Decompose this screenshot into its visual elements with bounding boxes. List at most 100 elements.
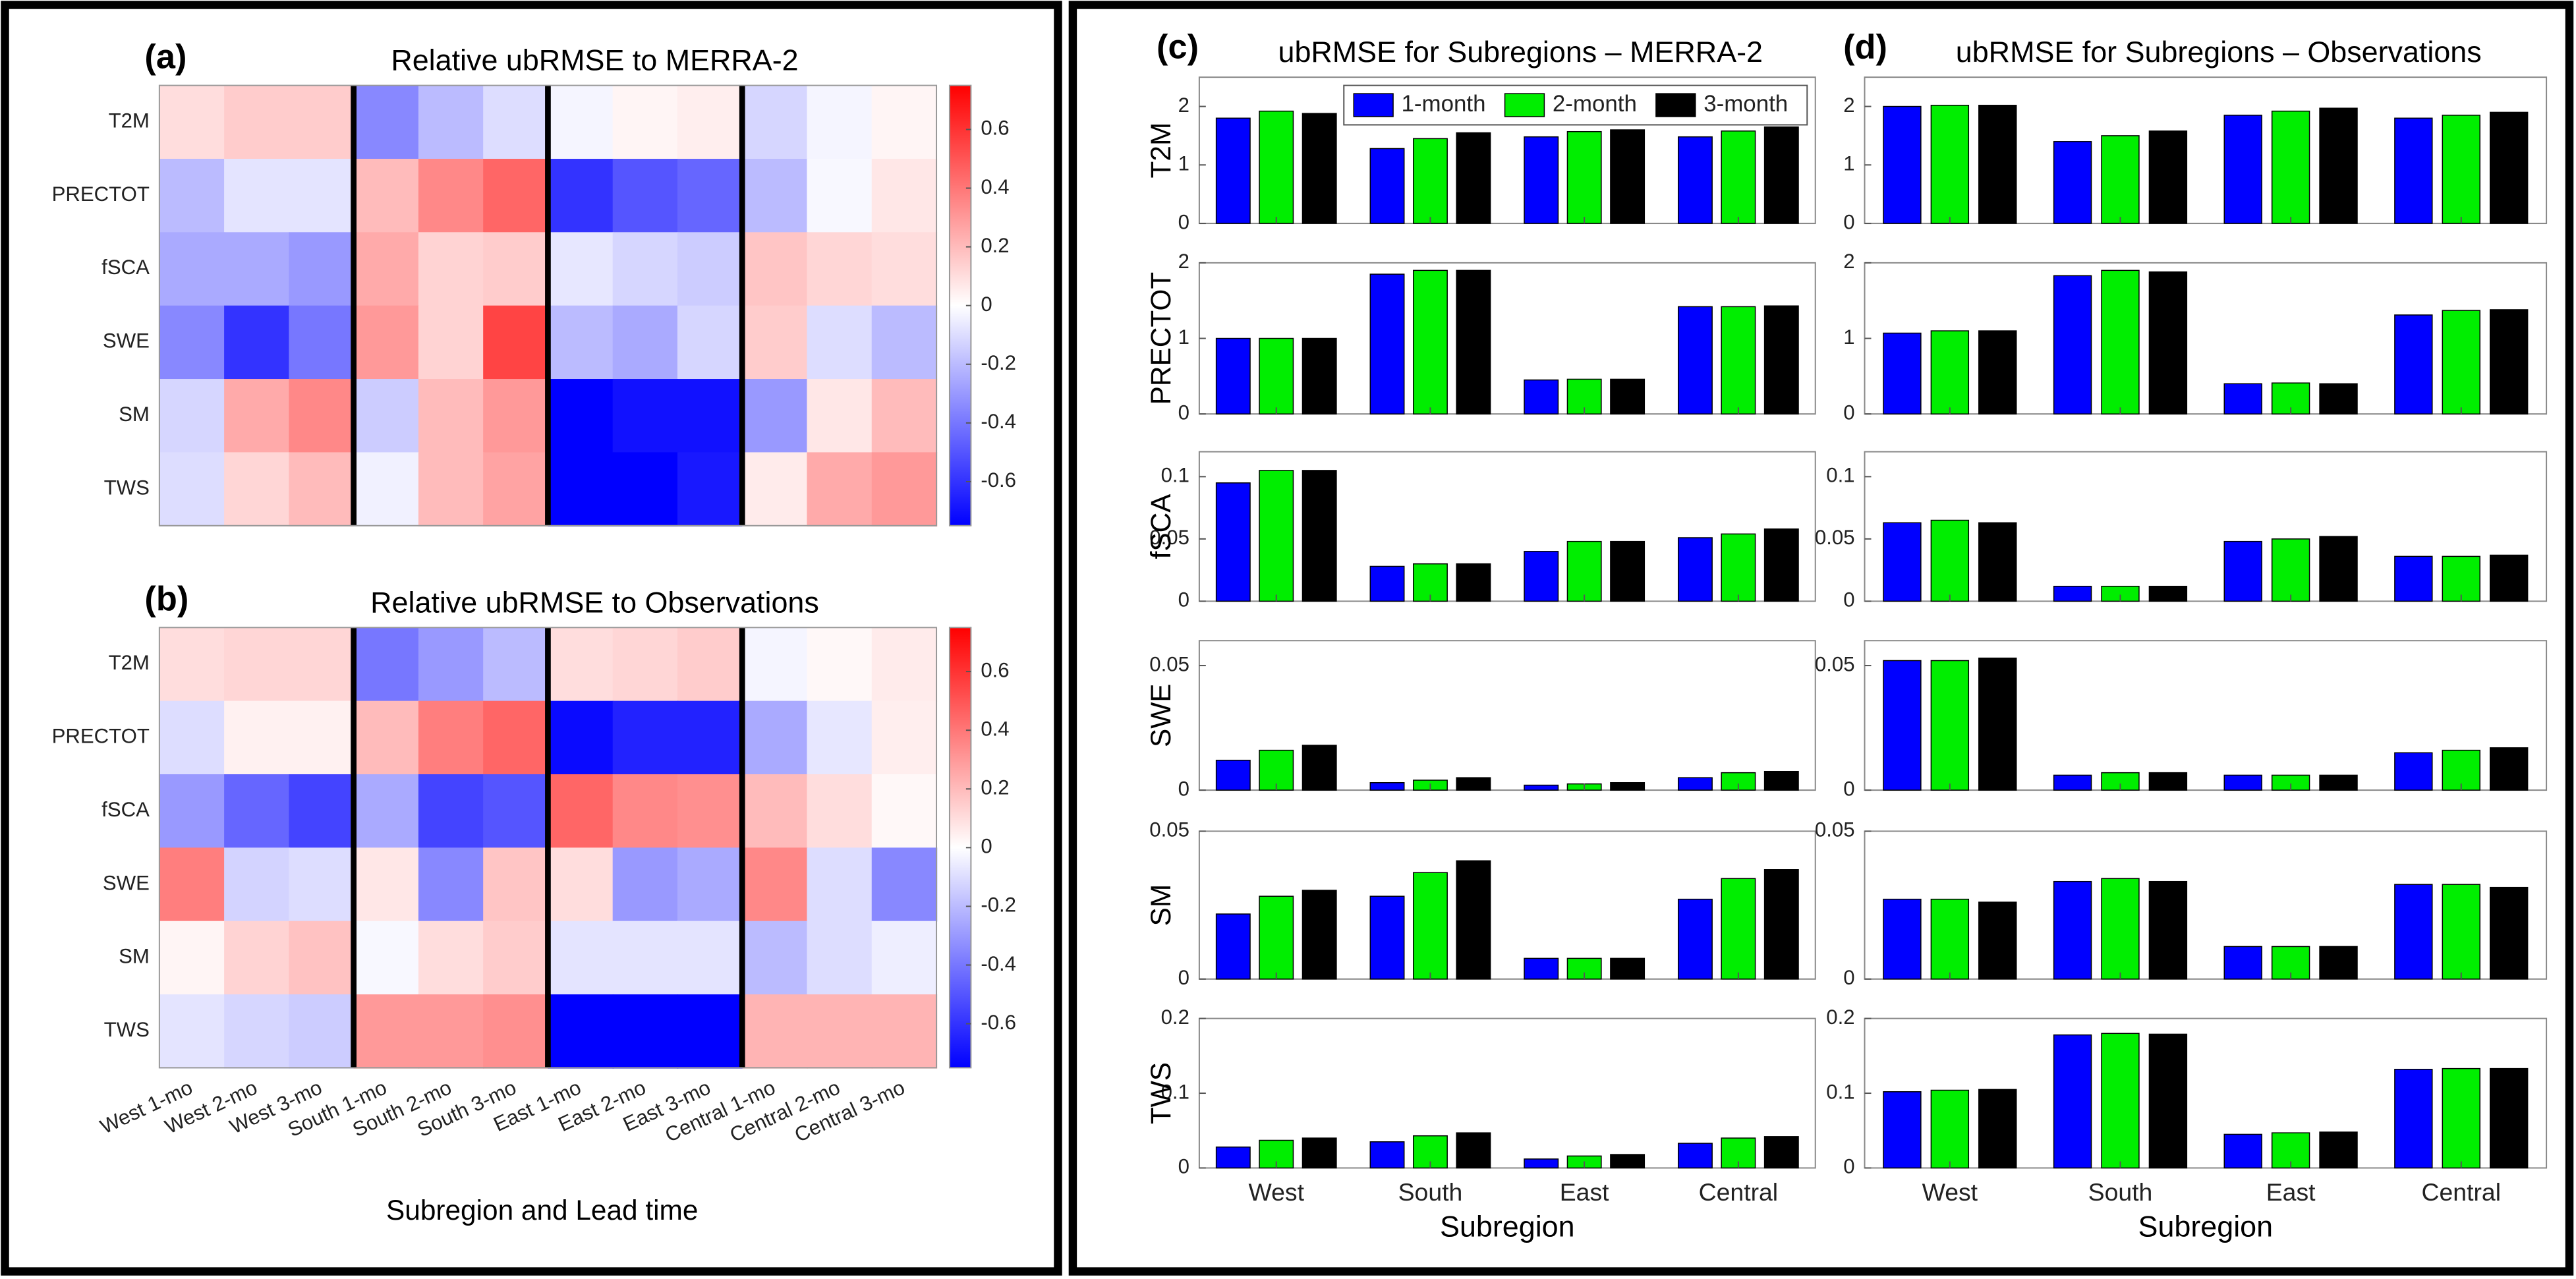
y-tick-label: 0 xyxy=(1843,1155,1854,1178)
colorbar-tick-label: 0.4 xyxy=(981,717,1009,740)
heat-cell xyxy=(871,232,938,306)
colorbar-tick-label: 0.6 xyxy=(981,658,1009,681)
bar xyxy=(1883,660,1922,791)
heat-cell xyxy=(871,452,938,526)
heat-cell xyxy=(289,774,355,849)
heat-cell xyxy=(289,700,355,776)
bar xyxy=(1763,1136,1799,1169)
y-tick-label: 1 xyxy=(1843,326,1854,349)
heat-cell xyxy=(612,305,679,380)
colorbar-tick-label: -0.6 xyxy=(981,1011,1016,1034)
heat-cell xyxy=(353,379,420,453)
bar xyxy=(1978,1089,2017,1169)
heat-cell xyxy=(224,452,290,526)
colorbar-tick-label: 0 xyxy=(981,835,992,858)
heat-cell xyxy=(418,452,484,526)
y-tick-label: 0 xyxy=(1178,401,1189,424)
colorbar-tick-label: -0.2 xyxy=(981,351,1016,374)
heat-cell xyxy=(483,379,549,453)
heat-cell xyxy=(224,232,290,306)
x-axis-label: Subregion and Lead time xyxy=(386,1195,698,1226)
colorbar-tick-label: -0.2 xyxy=(981,894,1016,917)
y-tick-label: 1 xyxy=(1843,152,1854,175)
bar xyxy=(1302,745,1337,791)
bar xyxy=(1369,1141,1405,1169)
heat-cell xyxy=(548,232,614,306)
heat-cell xyxy=(353,774,420,849)
heat-cell xyxy=(871,627,938,702)
heat-cell xyxy=(548,994,614,1069)
row-label: TWS xyxy=(104,476,150,499)
bar xyxy=(2442,555,2480,602)
heat-cell xyxy=(353,994,420,1069)
heat-cell xyxy=(742,700,808,776)
heat-cell xyxy=(612,452,679,526)
heat-cell xyxy=(871,994,938,1069)
row-label: PRECTOT xyxy=(52,725,150,748)
heat-cell xyxy=(353,452,420,526)
bar xyxy=(1677,537,1713,602)
heat-cell xyxy=(289,85,355,160)
heat-cell xyxy=(677,994,743,1069)
bar xyxy=(1302,337,1337,414)
heat-cell xyxy=(871,158,938,233)
legend-box xyxy=(1343,84,1808,126)
x-axis-label: Subregion xyxy=(1440,1210,1575,1243)
chart-title: ubRMSE for Subregions – MERRA-2 xyxy=(1278,35,1763,69)
bar xyxy=(1369,895,1405,980)
heat-cell xyxy=(677,158,743,233)
colorbar-tick-label: -0.6 xyxy=(981,469,1016,492)
bar xyxy=(2223,115,2262,224)
bar xyxy=(1302,113,1337,224)
y-tick-label: 0.1 xyxy=(1826,1080,1854,1103)
y-tick-label: 0 xyxy=(1843,588,1854,611)
bar xyxy=(1610,1154,1646,1169)
bar xyxy=(1524,379,1559,414)
heat-cell xyxy=(871,85,938,160)
heat-cell xyxy=(871,774,938,849)
legend-label: 3-month xyxy=(1703,91,1788,117)
heat-cell xyxy=(483,158,549,233)
bar xyxy=(1456,563,1491,602)
plot-frame xyxy=(1864,76,2548,225)
heat-cell xyxy=(548,627,614,702)
bar xyxy=(2101,1033,2140,1169)
colorbar-tick-label: 0.6 xyxy=(981,117,1009,140)
colorbar-tick-label: -0.4 xyxy=(981,410,1016,433)
bar xyxy=(2394,884,2433,980)
bar xyxy=(1610,782,1646,791)
y-tick-label: 0.05 xyxy=(1815,652,1855,675)
bar xyxy=(1610,540,1646,602)
heat-cell xyxy=(289,452,355,526)
bar xyxy=(2148,1033,2188,1169)
heat-cell xyxy=(353,85,420,160)
heat-cell xyxy=(353,232,420,306)
heat-cell xyxy=(742,305,808,380)
heat-cell xyxy=(807,994,873,1069)
y-tick-label: 0 xyxy=(1843,401,1854,424)
heat-cell xyxy=(742,232,808,306)
heat-cell xyxy=(159,847,225,922)
row-label: SWE xyxy=(103,871,150,894)
bar xyxy=(2101,135,2140,224)
bar xyxy=(1610,378,1646,414)
heat-cell xyxy=(483,994,549,1069)
chart-title: ubRMSE for Subregions – Observations xyxy=(1956,35,2482,69)
heat-cell xyxy=(742,85,808,160)
plot-frame xyxy=(1198,830,1816,980)
y-tick-label: 0 xyxy=(1178,210,1189,233)
bar xyxy=(2489,309,2529,414)
bar xyxy=(1763,126,1799,224)
heat-cell xyxy=(224,627,290,702)
heat-cell xyxy=(224,774,290,849)
bar xyxy=(1524,551,1559,602)
y-axis-label: PRECTOT xyxy=(1145,272,1176,405)
bar xyxy=(1763,305,1799,414)
plot-frame xyxy=(1864,640,2548,791)
y-tick-label: 0.05 xyxy=(1815,818,1855,841)
heat-cell xyxy=(548,921,614,996)
heat-cell xyxy=(483,627,549,702)
heat-cell xyxy=(159,232,225,306)
bar xyxy=(2394,555,2433,602)
